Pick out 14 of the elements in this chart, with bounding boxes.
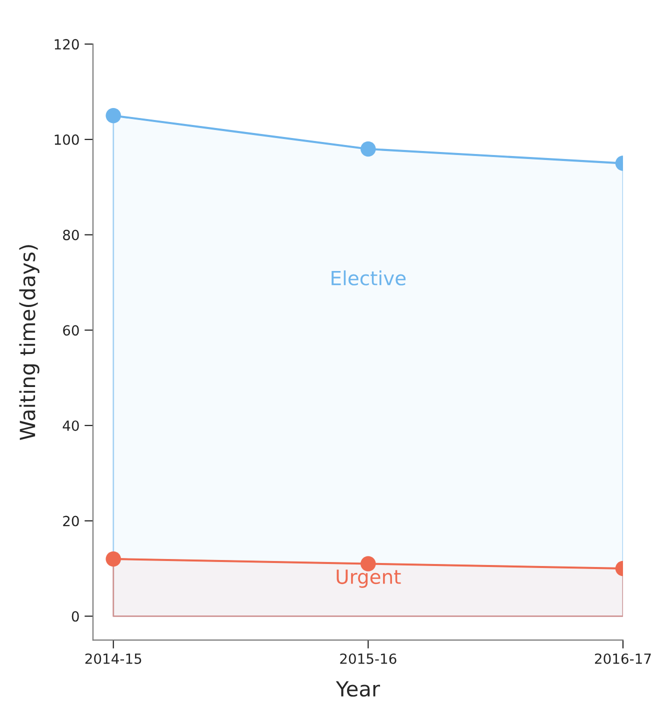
series-label: Elective bbox=[332, 270, 406, 286]
x-tick-label: 2015-16 bbox=[340, 653, 396, 664]
x-tick-label: 2016-17 bbox=[594, 653, 651, 664]
y-axis-title: Waiting time(days) bbox=[19, 245, 40, 440]
y-tick-label: 0 bbox=[72, 611, 79, 622]
x-tick-label: 2014-15 bbox=[85, 653, 142, 664]
y-tick-label: 100 bbox=[54, 134, 79, 145]
y-tick-label: 60 bbox=[63, 325, 79, 336]
y-tick-label: 120 bbox=[54, 39, 79, 50]
y-tick-label: 80 bbox=[63, 230, 79, 240]
x-axis-title: Year bbox=[336, 681, 380, 697]
y-tick-label: 40 bbox=[62, 420, 79, 431]
series-label: Urgent bbox=[336, 570, 401, 588]
y-tick-label: 20 bbox=[63, 516, 79, 526]
